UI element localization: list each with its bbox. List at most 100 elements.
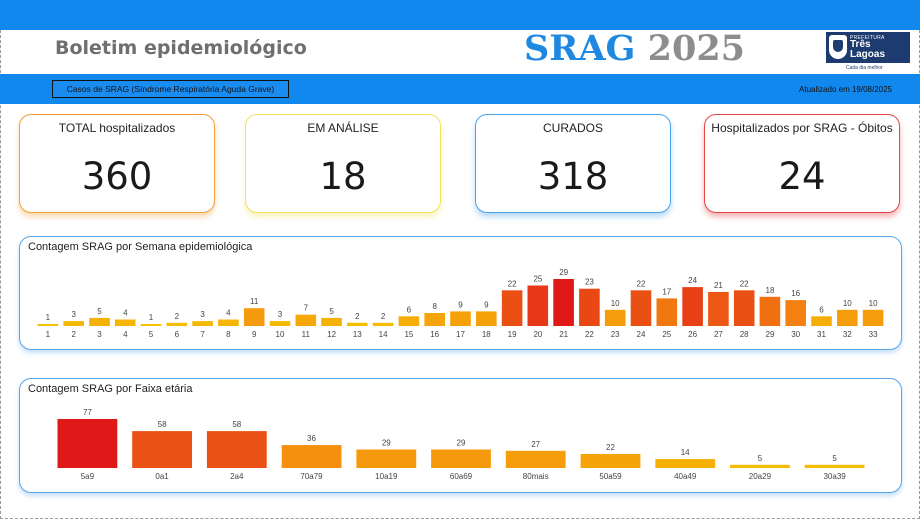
category-label: 60a69 [450, 472, 473, 481]
logo-slogan: Cada dia melhor [846, 65, 883, 71]
kpi-value: 318 [537, 155, 609, 198]
category-label: 10a19 [375, 472, 398, 481]
bar [431, 449, 491, 468]
category-label: 30a39 [823, 472, 846, 481]
bar [356, 449, 417, 468]
data-label: 58 [158, 420, 167, 429]
bar [243, 308, 265, 326]
logo-name: Três Lagoas [850, 39, 886, 60]
bar [114, 319, 136, 326]
category-label: 5 [149, 330, 154, 339]
kpi-label: CURADOS [542, 121, 603, 135]
bar [579, 288, 600, 326]
data-label: 29 [559, 268, 568, 277]
bar [347, 322, 368, 326]
category-label: 18 [482, 330, 491, 339]
category-label: 80mais [523, 472, 549, 481]
year-label: 2025 [647, 28, 746, 69]
data-label: 22 [637, 279, 646, 288]
bar [505, 450, 566, 468]
srag-label: SRAG [524, 28, 636, 69]
category-label: 4 [123, 330, 128, 339]
kpi-value: 24 [778, 155, 826, 198]
bar [372, 322, 394, 326]
data-label: 58 [232, 420, 241, 429]
data-label: 22 [740, 279, 749, 288]
data-label: 36 [307, 434, 316, 443]
category-label: 9 [252, 330, 257, 339]
srag-heading: SRAG 2025 [524, 28, 745, 69]
category-label: 6 [175, 330, 180, 339]
data-label: 27 [531, 440, 540, 449]
bar [804, 464, 865, 468]
data-label: 11 [250, 297, 259, 306]
data-label: 22 [508, 279, 517, 288]
data-label: 5 [329, 307, 334, 316]
bar [140, 324, 162, 326]
chart-title: Contagem SRAG por Faixa etária [28, 383, 193, 395]
bar [655, 459, 716, 468]
category-label: 32 [843, 330, 852, 339]
data-label: 1 [149, 313, 154, 322]
bar [192, 321, 213, 326]
bar [37, 324, 59, 326]
data-label: 21 [714, 281, 723, 290]
bar [281, 445, 342, 468]
data-label: 2 [381, 312, 386, 321]
kpi-card-analise: EM ANÁLISE 18 [245, 114, 441, 213]
chart-semana: 1132534415263748119310711512213214615816… [37, 268, 884, 339]
data-label: 10 [843, 299, 852, 308]
category-label: 21 [559, 330, 568, 339]
kpi-card-obitos: Hospitalizados por SRAG - Óbitos 24 [704, 114, 900, 213]
category-label: 27 [714, 330, 723, 339]
bar [527, 285, 549, 326]
chart-panel-semana: Contagem SRAG por Semana epidemiológica … [19, 236, 902, 350]
bar [218, 319, 239, 326]
data-label: 29 [457, 439, 466, 448]
category-label: 19 [508, 330, 517, 339]
category-label: 17 [456, 330, 465, 339]
bar [501, 290, 523, 326]
bar [811, 316, 832, 326]
bar [398, 316, 420, 326]
data-label: 4 [226, 309, 231, 318]
category-label: 30 [791, 330, 800, 339]
bar [708, 292, 729, 326]
data-label: 10 [611, 299, 620, 308]
kpi-label: TOTAL hospitalizados [58, 121, 176, 135]
category-label: 31 [817, 330, 826, 339]
category-label: 33 [869, 330, 878, 339]
data-label: 22 [606, 443, 615, 452]
category-label: 13 [353, 330, 362, 339]
category-label: 20 [533, 330, 542, 339]
kpi-label: EM ANÁLISE [307, 121, 379, 135]
bar [730, 464, 790, 468]
bar [132, 431, 192, 468]
kpi-label: Hospitalizados por SRAG - Óbitos [711, 121, 893, 135]
bar [630, 290, 652, 326]
bar [450, 311, 471, 326]
category-label: 50a59 [599, 472, 622, 481]
logo-small-text: PREFEITURA [850, 35, 885, 41]
bar [89, 317, 110, 326]
bar [57, 419, 118, 468]
data-label: 9 [484, 300, 489, 309]
data-label: 9 [458, 300, 463, 309]
kpi-card-curados: CURADOS 318 [475, 114, 671, 213]
bar [269, 321, 291, 326]
category-label: 2 [71, 330, 76, 339]
category-label: 1 [46, 330, 51, 339]
bar [553, 279, 574, 326]
kpi-value: 360 [81, 155, 153, 198]
chart-title: Contagem SRAG por Semana epidemiológica [28, 241, 253, 253]
category-label: 23 [611, 330, 620, 339]
bar [656, 298, 678, 326]
bar [295, 314, 317, 326]
bar [580, 454, 641, 468]
data-label: 8 [432, 302, 437, 311]
category-label: 5a9 [81, 472, 95, 481]
category-label: 22 [585, 330, 594, 339]
data-label: 6 [819, 305, 824, 314]
bar [862, 309, 884, 326]
data-label: 2 [355, 312, 360, 321]
